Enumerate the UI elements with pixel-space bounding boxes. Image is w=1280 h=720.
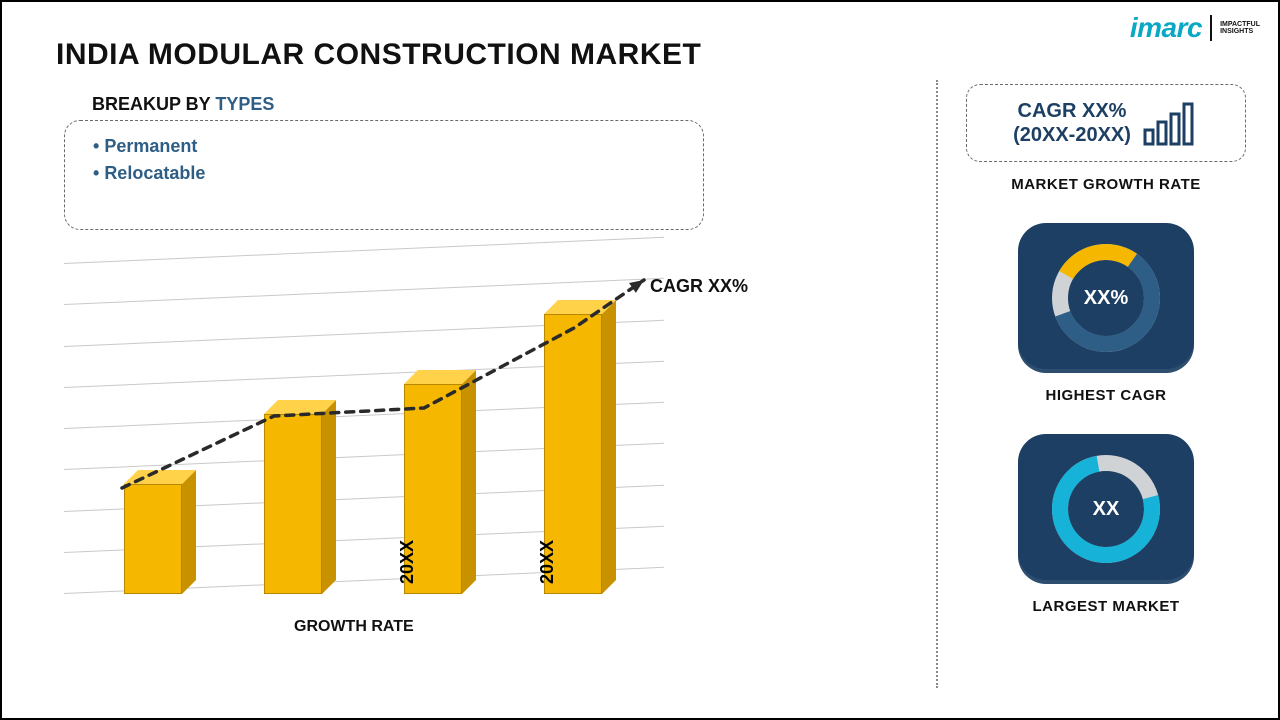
cagr-annotation: CAGR XX% <box>650 276 748 297</box>
logo-tagline-1: IMPACTFUL <box>1220 21 1260 28</box>
cagr-line-1: CAGR XX% <box>1013 99 1131 123</box>
highest-cagr-value: XX% <box>1084 287 1128 310</box>
list-item: Relocatable <box>93 160 675 187</box>
largest-market-value: XX <box>1093 498 1120 521</box>
logo-text: imarc <box>1130 12 1202 44</box>
largest-market-label: LARGEST MARKET <box>1033 598 1180 615</box>
brand-logo: imarc IMPACTFUL INSIGHTS <box>1130 12 1260 44</box>
growth-rate-chart: 20XX20XX CAGR XX% GROWTH RATE <box>64 262 784 642</box>
cagr-summary-text: CAGR XX% (20XX-20XX) <box>1013 99 1131 147</box>
vertical-divider <box>936 80 938 688</box>
breakup-highlight: TYPES <box>215 94 274 114</box>
types-box: Permanent Relocatable <box>64 120 704 230</box>
list-item: Permanent <box>93 133 675 160</box>
highest-cagr-label: HIGHEST CAGR <box>1045 387 1166 404</box>
growth-rate-label: MARKET GROWTH RATE <box>1011 176 1201 193</box>
highest-cagr-tile: XX% <box>1018 223 1194 373</box>
bar-chart-icon <box>1143 100 1199 146</box>
infographic-frame: imarc IMPACTFUL INSIGHTS INDIA MODULAR C… <box>0 0 1280 720</box>
largest-market-tile: XX <box>1018 434 1194 584</box>
logo-separator <box>1210 15 1212 41</box>
cagr-summary-box: CAGR XX% (20XX-20XX) <box>966 84 1246 162</box>
logo-tagline-2: INSIGHTS <box>1220 28 1253 35</box>
trend-line <box>64 268 664 598</box>
types-list: Permanent Relocatable <box>93 133 675 187</box>
cagr-line-2: (20XX-20XX) <box>1013 123 1131 147</box>
logo-tagline: IMPACTFUL INSIGHTS <box>1220 21 1260 36</box>
grid-line <box>64 237 664 264</box>
x-axis-label: GROWTH RATE <box>294 618 414 636</box>
breakup-prefix: BREAKUP BY <box>92 94 215 114</box>
breakup-heading: BREAKUP BY TYPES <box>92 94 274 115</box>
page-title: INDIA MODULAR CONSTRUCTION MARKET <box>56 38 701 72</box>
right-column: CAGR XX% (20XX-20XX) MARKET GROWTH RATE … <box>956 84 1256 635</box>
